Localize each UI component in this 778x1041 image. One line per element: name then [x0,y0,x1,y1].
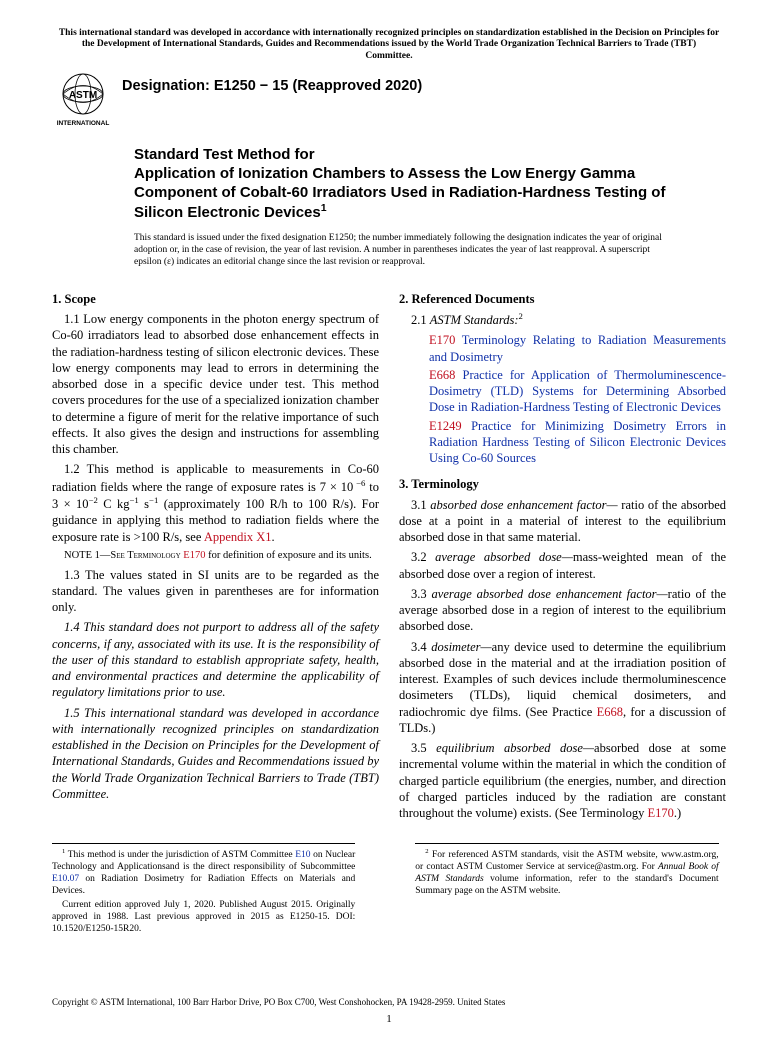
para-3-2: 3.2 average absorbed dose—mass-weighted … [399,549,726,582]
para-3-4: 3.4 dosimeter—any device used to determi… [399,639,726,737]
note-label: NOTE 1—See Terminology [64,550,183,561]
text: 3.5 [411,741,436,755]
text: 3.1 [411,498,430,512]
page-number: 1 [0,1013,778,1025]
ref-title[interactable]: Practice for Application of Thermolumine… [429,368,726,415]
ref-code[interactable]: E170 [429,333,455,347]
title-sup: 1 [321,202,327,214]
term: absorbed dose enhancement factor— [430,498,617,512]
para-1-2: 1.2 This method is applicable to measure… [52,461,379,545]
text: 2.1 [411,313,430,327]
para-1-1: 1.1 Low energy components in the photon … [52,311,379,457]
para-1-4: 1.4 This standard does not purport to ad… [52,619,379,700]
footnote-1: 1 This method is under the jurisdiction … [52,843,355,937]
ref-e1249: E1249 Practice for Minimizing Dosimetry … [411,418,726,467]
term: equilibrium absorbed dose— [436,741,594,755]
e170-link[interactable]: E170 [183,550,205,561]
issuance-note: This standard is issued under the fixed … [134,233,666,269]
fn1-edition: Current edition approved July 1, 2020. P… [52,900,355,936]
footnotes-row: 1 This method is under the jurisdiction … [52,835,726,937]
exponent: −6 [353,478,365,488]
para-1-3: 1.3 The values stated in SI units are to… [52,567,379,616]
ref-e170: E170 Terminology Relating to Radiation M… [411,332,726,365]
refdocs-head: 2. Referenced Documents [399,291,726,307]
header-row: ASTM INTERNATIONAL Designation: E1250 − … [52,72,726,128]
ref-code[interactable]: E668 [429,368,455,382]
top-disclaimer: This international standard was develope… [52,28,726,62]
para-1-5: 1.5 This international standard was deve… [52,705,379,803]
term: dosimeter— [431,640,491,654]
text: for definition of exposure and its units… [205,550,371,561]
sup: 2 [519,311,523,321]
text: C kg [98,497,130,511]
text: 3.2 [411,550,435,564]
e668-link[interactable]: E668 [597,705,623,719]
text: 3.4 [411,640,431,654]
right-column: 2. Referenced Documents 2.1 ASTM Standar… [399,285,726,826]
columns: 1. Scope 1.1 Low energy components in th… [52,285,726,826]
exponent: −1 [129,495,138,505]
exponent: −1 [149,495,158,505]
copyright: Copyright © ASTM International, 100 Barr… [52,997,726,1007]
title-block: Standard Test Method for Application of … [134,146,706,269]
e170-link-2[interactable]: E170 [648,806,674,820]
text: This method is under the jurisdiction of… [65,851,295,861]
text: 3.3 [411,587,432,601]
e10-07-link[interactable]: E10.07 [52,874,79,884]
para-3-5: 3.5 equilibrium absorbed dose—absorbed d… [399,740,726,821]
page: This international standard was develope… [0,0,778,1041]
left-column: 1. Scope 1.1 Low energy components in th… [52,285,379,826]
para-3-3: 3.3 average absorbed dose enhancement fa… [399,586,726,635]
term: average absorbed dose— [435,550,573,564]
ref-code[interactable]: E1249 [429,419,462,433]
text: 1.2 This method is applicable to measure… [52,462,379,493]
terminology-head: 3. Terminology [399,476,726,492]
text-italic: ASTM Standards: [430,313,519,327]
ref-title[interactable]: Practice for Minimizing Dosimetry Errors… [429,419,726,466]
ref-e668: E668 Practice for Application of Thermol… [411,367,726,416]
term: average absorbed dose enhancement factor… [432,587,668,601]
title-prefix: Standard Test Method for [134,146,706,165]
exponent: −2 [89,495,98,505]
text: s [139,497,149,511]
para-2-1: 2.1 ASTM Standards:2 [399,311,726,328]
appendix-link[interactable]: Appendix X1 [204,530,272,544]
text: on Radiation Dosimetry for Radiation Eff… [52,874,355,896]
designation: Designation: E1250 − 15 (Reapproved 2020… [122,78,422,94]
title-main: Application of Ionization Chambers to As… [134,165,706,223]
svg-text:INTERNATIONAL: INTERNATIONAL [57,120,110,127]
title-text: Application of Ionization Chambers to As… [134,165,665,222]
e10-link[interactable]: E10 [295,851,310,861]
para-3-1: 3.1 absorbed dose enhancement factor— ra… [399,497,726,546]
note-1: NOTE 1—See Terminology E170 for definiti… [52,549,379,563]
svg-text:ASTM: ASTM [69,90,97,101]
scope-head: 1. Scope [52,291,379,307]
text: .) [674,806,681,820]
ref-title[interactable]: Terminology Relating to Radiation Measur… [429,333,726,363]
astm-logo: ASTM INTERNATIONAL [52,72,114,128]
text: . [272,530,275,544]
footnote-2: 2 For referenced ASTM standards, visit t… [415,843,718,937]
